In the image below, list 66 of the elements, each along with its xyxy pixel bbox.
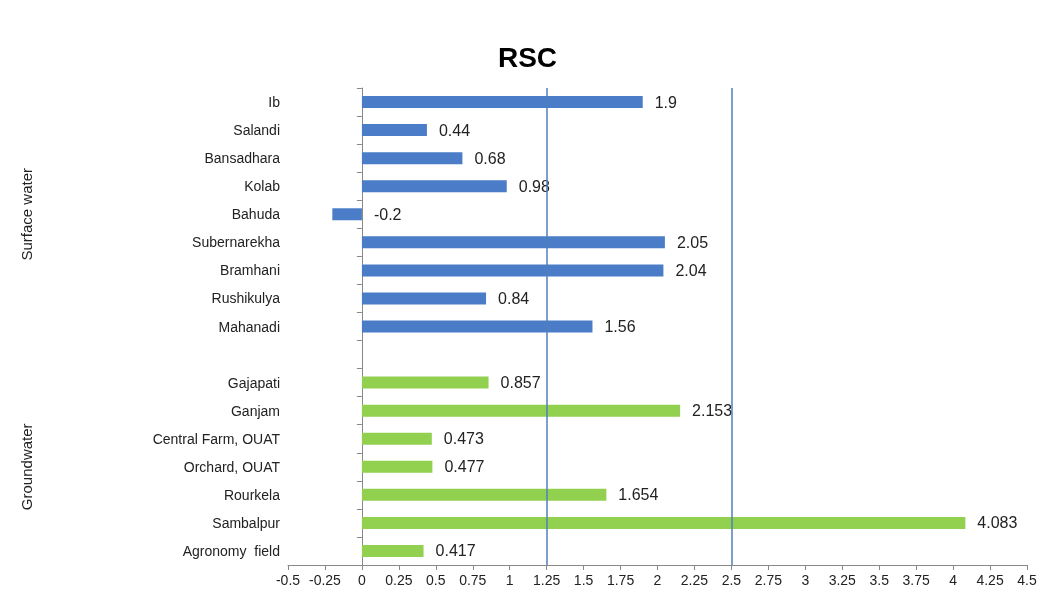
- x-tick-label: 2.25: [680, 572, 709, 588]
- x-tick-label: 1.25: [533, 572, 561, 588]
- bar: [361, 152, 463, 165]
- y-tick-label: Bramhani: [220, 262, 280, 279]
- data-label: 0.857: [500, 374, 541, 392]
- y-tick-label: Rourkela: [223, 486, 281, 503]
- data-label: 0.44: [438, 121, 471, 139]
- x-tick-label: 3: [801, 572, 810, 588]
- data-label: 0.477: [444, 458, 485, 476]
- chart-title: RSC: [497, 41, 558, 73]
- bar: [361, 544, 424, 557]
- x-tick-label: 2.75: [754, 572, 783, 588]
- y-tick-label: Ganjam: [230, 402, 280, 419]
- x-tick-label: 2.5: [721, 572, 742, 588]
- bar: [361, 516, 966, 529]
- y-tick-label: Salandi: [233, 122, 280, 139]
- x-tick-label: 2: [653, 572, 662, 588]
- data-label: 4.083: [977, 514, 1018, 532]
- x-tick-label: 0.75: [459, 572, 487, 588]
- data-label: 0.473: [443, 430, 484, 448]
- y-tick-label: Agronomy field: [182, 542, 280, 559]
- x-tick-label: 3.5: [869, 572, 890, 588]
- data-label: 1.9: [654, 93, 678, 111]
- bar: [361, 124, 427, 137]
- bar: [361, 404, 681, 417]
- bar: [361, 292, 487, 305]
- x-tick-label: 4: [949, 572, 958, 588]
- data-label: 0.68: [474, 149, 506, 167]
- y-tick-label: Sambalpur: [212, 514, 281, 531]
- x-tick-label: 4.25: [976, 572, 1004, 588]
- data-label: 1.56: [604, 318, 636, 335]
- x-tick-label: -0.25: [308, 572, 342, 588]
- x-tick-label: -0.5: [275, 572, 301, 588]
- y-tick-label: Bansadhara: [204, 150, 281, 167]
- data-label: 2.05: [676, 233, 709, 251]
- y-tick-label: Rushikulya: [211, 290, 281, 307]
- x-tick-label: 4.5: [1017, 572, 1037, 588]
- data-label: 2.04: [675, 261, 707, 279]
- bar: [361, 488, 607, 501]
- x-tick-label: 0: [358, 572, 366, 588]
- bar: [361, 432, 432, 445]
- bar: [361, 376, 489, 389]
- y-tick-label: Ib: [268, 94, 281, 111]
- x-tick-label: 1.75: [606, 572, 635, 588]
- y-tick-label: Subernarekha: [192, 234, 281, 251]
- x-tick-label: 1.5: [573, 572, 594, 588]
- x-tick-label: 0.5: [426, 572, 446, 588]
- y-tick-label: Central Farm, OUAT: [152, 430, 281, 447]
- data-label: 1.654: [618, 486, 659, 504]
- data-label: 0.417: [435, 542, 476, 560]
- x-tick-label: 1: [505, 572, 514, 588]
- y-tick-label: Orchard, OUAT: [183, 458, 281, 475]
- bar: [361, 460, 433, 473]
- data-label: -0.2: [373, 205, 402, 223]
- data-label: 0.84: [498, 289, 530, 307]
- bar: [361, 180, 507, 193]
- x-tick-label: 3.75: [902, 572, 930, 588]
- y-tick-label: Mahanadi: [218, 318, 280, 335]
- y-tick-label: Gajapati: [227, 374, 280, 391]
- bar: [332, 208, 362, 221]
- y-tick-label: Kolab: [244, 178, 281, 195]
- text: Groundwater: [17, 423, 35, 511]
- y-tick-label: Bahuda: [231, 206, 281, 223]
- text: Surface water: [17, 167, 35, 261]
- x-tick-label: 0.25: [385, 572, 413, 588]
- x-tick-label: 3.25: [828, 572, 857, 588]
